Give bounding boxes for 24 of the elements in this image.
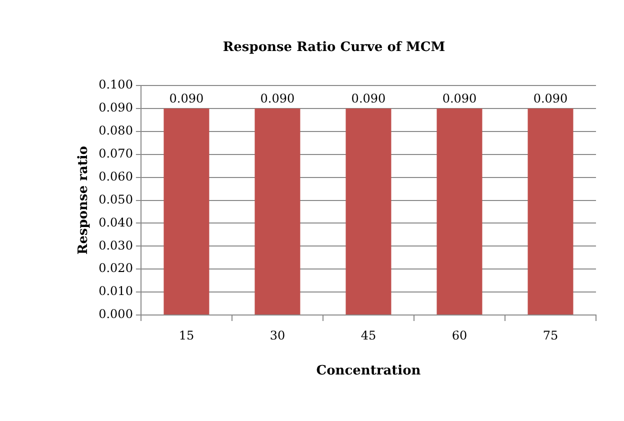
x-tick-label: 30 [270,328,286,342]
y-tick-label: 0.040 [98,215,133,230]
y-axis-title: Response ratio [76,146,92,255]
data-label: 0.090 [351,92,386,106]
x-tick-label: 75 [542,328,558,342]
y-tick-label: 0.090 [98,100,133,115]
x-axis-title: Concentration [316,364,422,379]
y-tick-label: 0.070 [98,146,133,161]
x-tick-label: 60 [452,328,468,342]
data-label: 0.090 [442,92,477,106]
y-tick-label: 0.000 [98,307,133,322]
y-tick-label: 0.020 [98,261,133,276]
x-tick-label: 15 [178,328,194,342]
y-tick-label: 0.100 [98,78,133,92]
y-tick-label: 0.030 [98,238,133,252]
y-tick-label: 0.010 [98,284,133,298]
data-label: 0.090 [533,92,568,106]
y-tick-label: 0.080 [98,124,133,138]
chart-title: Response Ratio Curve of MCM [222,40,446,56]
data-label: 0.090 [169,92,204,106]
y-tick-label: 0.060 [98,169,133,184]
data-label: 0.090 [260,92,295,106]
y-tick-label: 0.050 [98,192,133,206]
x-tick-label: 45 [360,328,376,342]
